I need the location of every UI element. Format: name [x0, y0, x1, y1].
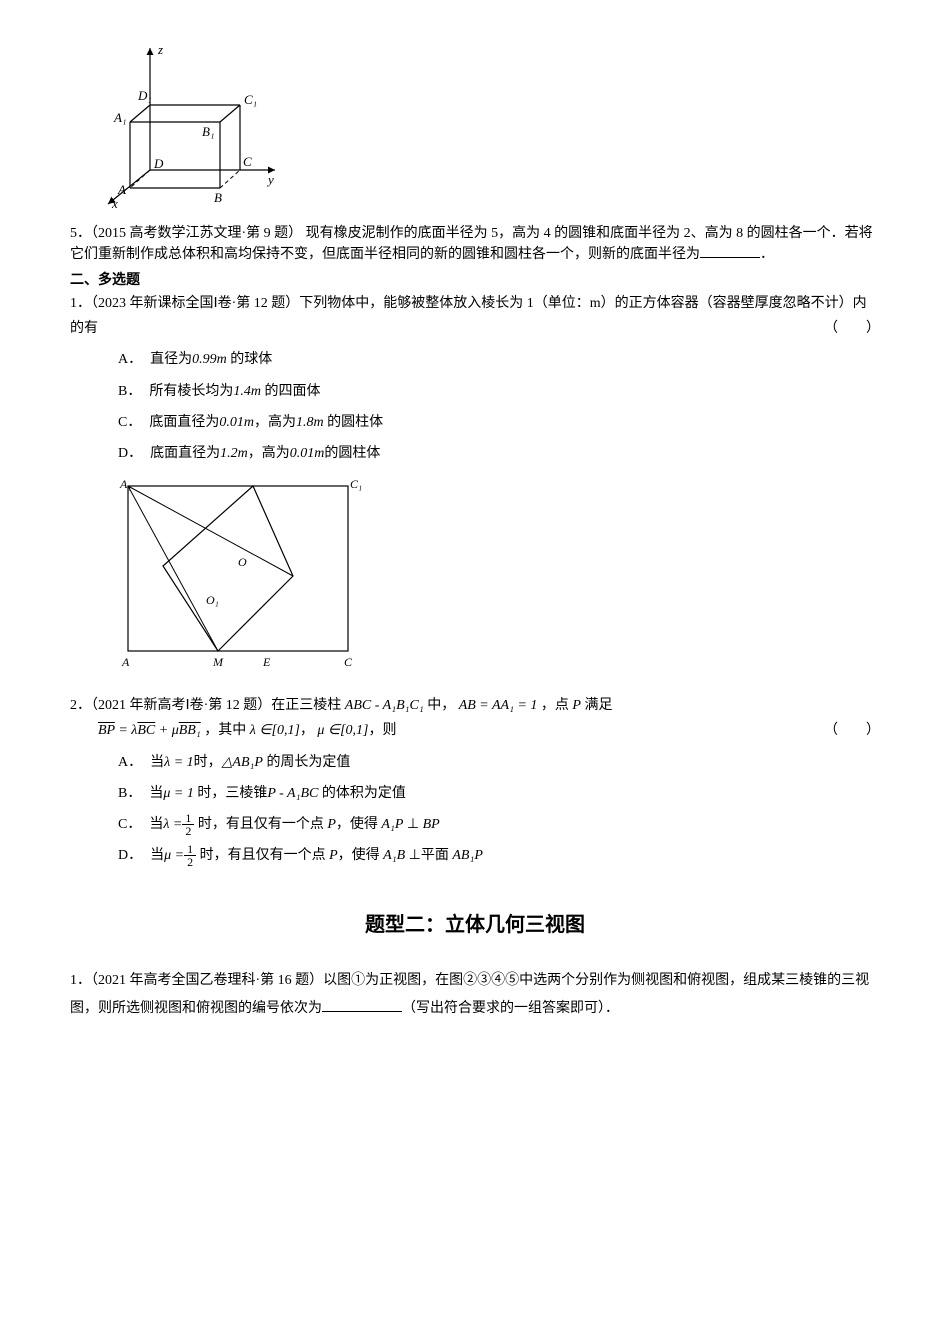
t2q1-text-b: （写出符合要求的一组答案即可）．	[402, 1001, 619, 1016]
mq1-paren: （ ）	[824, 316, 880, 341]
cube-B1: B₁	[202, 124, 214, 139]
cube-C1: C₁	[244, 92, 257, 107]
opt-label: A．	[118, 347, 142, 372]
mq1-option-A: A．直径为0.99m 的球体	[70, 347, 880, 372]
t2q1-source: （2021 年高考全国乙卷理科·第 16 题）	[91, 973, 323, 988]
mq2-option-D: D．当μ =12 时，有且仅有一个点 P，使得 A₁B ⊥平面 AB₁P	[70, 843, 880, 868]
mq1-option-C: C．底面直径为0.01m，高为1.8m 的圆柱体	[70, 410, 880, 435]
mq1-option-B: B．所有棱长均为1.4m 的四面体	[70, 379, 880, 404]
question-5: 5．（2015 高考数学江苏文理·第 9 题） 现有橡皮泥制作的底面半径为 5，…	[70, 223, 880, 265]
rect-E: E	[262, 655, 271, 669]
type2-question-1: 1．（2021 年高考全国乙卷理科·第 16 题）以图①为正视图，在图②③④⑤中…	[70, 967, 880, 1023]
mq2-stem-a: 在正三棱柱	[271, 698, 341, 713]
section-2-header: 二、多选题	[70, 269, 880, 289]
cube-C: C	[243, 154, 252, 169]
q5-suffix: ．	[760, 247, 774, 262]
q5-source: （2015 高考数学江苏文理·第 9 题）	[91, 226, 302, 241]
q5-prefix: 5．	[70, 226, 91, 241]
figure-rectangle: A₁ C₁ A M E C O O₁	[118, 476, 880, 681]
mq1-prefix: 1．	[70, 296, 91, 311]
cube-svg: z y x A B C D A₁ B₁	[90, 40, 290, 210]
rect-C1: C₁	[350, 477, 362, 491]
opt-label: B．	[118, 379, 141, 404]
multi-question-2: 2．（2021 年新高考Ⅰ卷·第 12 题）在正三棱柱 ABC - A₁B₁C₁…	[70, 693, 880, 868]
q5-blank	[700, 257, 760, 258]
t2q1-prefix: 1．	[70, 973, 91, 988]
cube-D1: D₁	[137, 88, 152, 103]
t2q1-blank	[322, 1011, 402, 1012]
mq2-line2: BP = λBC + μBB₁ ，其中 λ ∈[0,1]， μ ∈[0,1]，则…	[70, 718, 880, 743]
rect-A: A	[121, 655, 130, 669]
rect-O: O	[238, 555, 247, 569]
rect-svg: A₁ C₁ A M E C O O₁	[118, 476, 368, 676]
rect-O1: O₁	[206, 593, 219, 607]
rect-C: C	[344, 655, 353, 669]
opt-label: C．	[118, 410, 141, 435]
figure-cube: z y x A B C D A₁ B₁	[90, 40, 880, 215]
mq2-prism: ABC - A₁B₁C₁	[345, 698, 424, 713]
mq2-source: （2021 年新高考Ⅰ卷·第 12 题）	[91, 698, 271, 713]
axis-y-label: y	[266, 172, 274, 187]
mq2-option-C: C．当λ =12 时，有且仅有一个点 P，使得 A₁P ⊥ BP	[70, 812, 880, 837]
cube-A1: A₁	[113, 110, 126, 125]
page-root: z y x A B C D A₁ B₁	[0, 0, 950, 1344]
rect-M: M	[212, 655, 224, 669]
mq1-source: （2023 年新课标全国Ⅰ卷·第 12 题）	[91, 296, 299, 311]
cube-B: B	[214, 190, 222, 205]
axis-z-label: z	[157, 42, 163, 57]
mq2-option-A: A．当λ = 1时，△AB₁P 的周长为定值	[70, 750, 880, 775]
mq1-option-D: D．底面直径为1.2m，高为0.01m的圆柱体	[70, 441, 880, 466]
rect-A1: A₁	[119, 477, 132, 491]
axis-x-label: x	[111, 196, 118, 210]
multi-question-1: 1．（2023 年新课标全国Ⅰ卷·第 12 题）下列物体中，能够被整体放入棱长为…	[70, 291, 880, 466]
cube-A: A	[117, 182, 126, 197]
cube-D: D	[153, 156, 164, 171]
mq2-prefix: 2．	[70, 698, 91, 713]
opt-label: D．	[118, 441, 142, 466]
mq2-option-B: B．当μ = 1 时，三棱锥P - A₁BC 的体积为定值	[70, 781, 880, 806]
mq2-paren: （ ）	[824, 718, 880, 743]
type-2-title: 题型二：立体几何三视图	[70, 908, 880, 937]
